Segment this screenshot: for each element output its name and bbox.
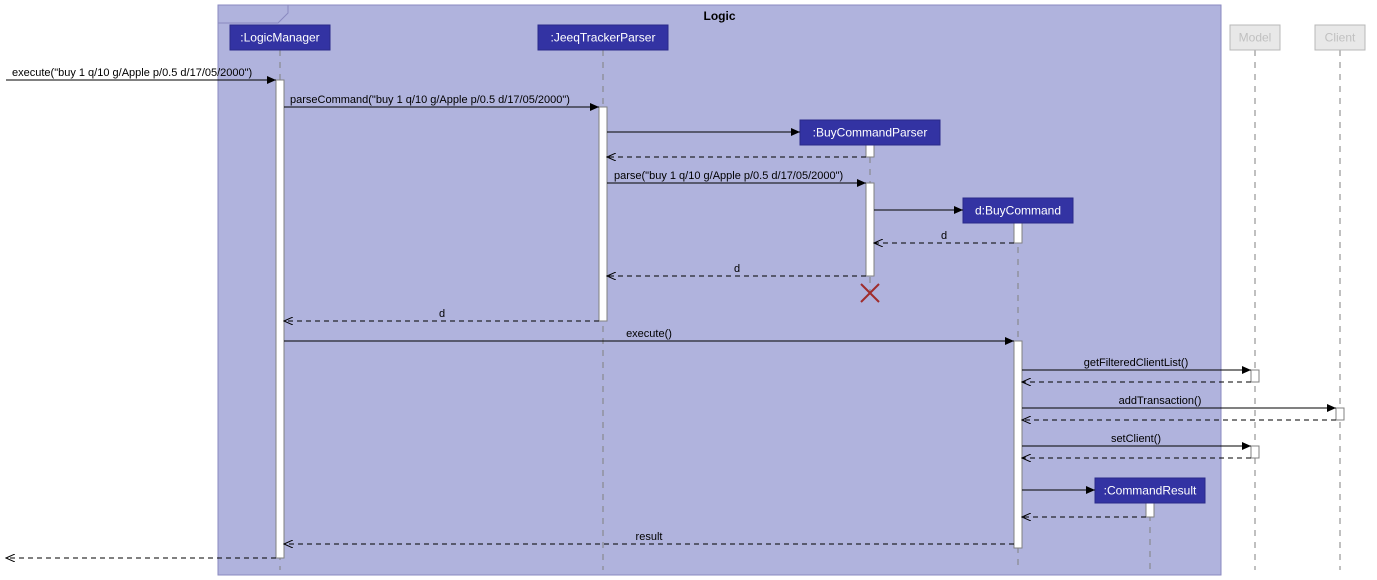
participant-label-model: Model [1239, 31, 1272, 45]
activation-jeeqTrackerParser-1 [599, 107, 607, 321]
activation-model-8 [1251, 446, 1259, 458]
message-label-m1: execute("buy 1 q/10 g/Apple p/0.5 d/17/0… [12, 67, 252, 79]
activation-commandResult-9 [1146, 503, 1154, 517]
message-label-m11: getFilteredClientList() [1084, 357, 1189, 369]
activation-buyCommandParser-2 [866, 145, 874, 157]
participant-label-buyCommand: d:BuyCommand [975, 204, 1061, 218]
participant-label-client: Client [1325, 31, 1356, 45]
frame-label-tab [218, 5, 288, 23]
activation-logicManager-0 [276, 80, 284, 558]
participant-label-jeeqTrackerParser: :JeeqTrackerParser [551, 31, 656, 45]
frame-title: Logic [704, 9, 736, 23]
message-label-m15: setClient() [1111, 433, 1161, 445]
participant-label-logicManager: :LogicManager [240, 31, 319, 45]
message-label-m10: execute() [626, 328, 672, 340]
message-label-m7: d [941, 230, 947, 242]
message-label-m5: parse("buy 1 q/10 g/Apple p/0.5 d/17/05/… [614, 170, 843, 182]
sequence-diagram: Logic :LogicManager :JeeqTrackerParser :Bu… [0, 0, 1377, 580]
message-label-m9: d [439, 308, 445, 320]
message-label-m8: d [734, 263, 740, 275]
message-label-m19: result [636, 531, 663, 543]
activation-client-7 [1336, 408, 1344, 420]
participant-label-commandResult: :CommandResult [1104, 484, 1197, 498]
activation-buyCommand-5 [1014, 341, 1022, 548]
message-label-m13: addTransaction() [1119, 395, 1202, 407]
activation-buyCommand-4 [1014, 223, 1022, 243]
participant-label-buyCommandParser: :BuyCommandParser [813, 126, 928, 140]
message-label-m2: parseCommand("buy 1 q/10 g/Apple p/0.5 d… [290, 94, 570, 106]
activation-buyCommandParser-3 [866, 183, 874, 276]
activation-model-6 [1251, 370, 1259, 382]
